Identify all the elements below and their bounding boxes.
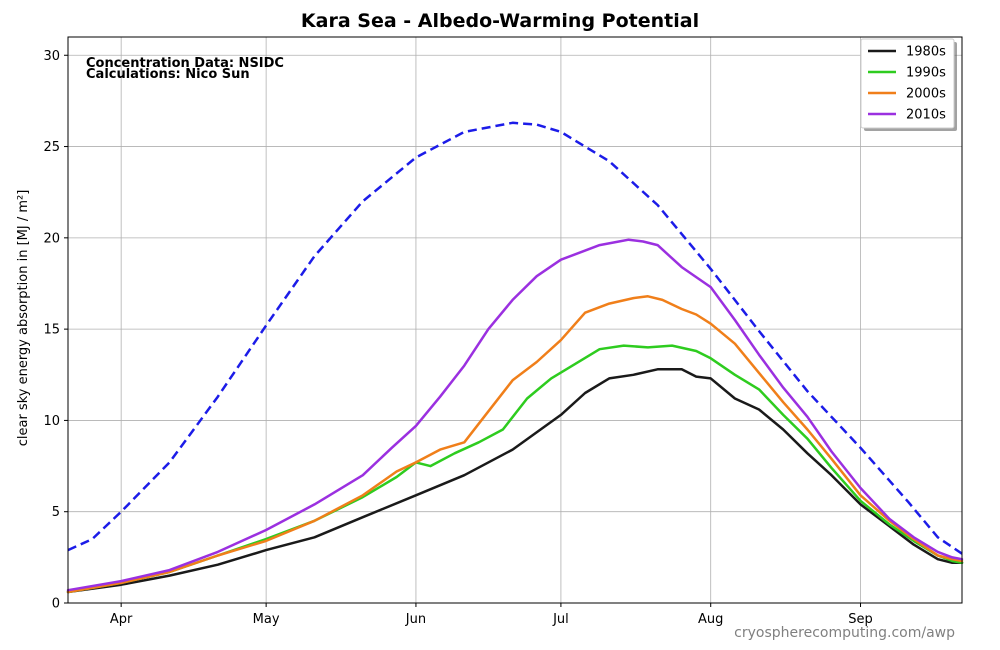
legend-entries: 1980s 1990s 2000s 2010s [868, 45, 946, 123]
series-line-2010s [66, 238, 964, 592]
legend-label-1990s: 1990s [906, 66, 946, 81]
x-tick-label: Jul [552, 612, 569, 627]
y-tick-label: 25 [43, 140, 60, 155]
plot-frame [67, 36, 963, 604]
y-tick-label: 0 [52, 597, 60, 612]
legend: 1980s 1990s 2000s 2010s [860, 38, 957, 131]
y-tick-label: 30 [43, 49, 60, 64]
chart-title: Kara Sea - Albedo-Warming Potential [301, 10, 699, 32]
series-line-1980s [66, 368, 964, 594]
y-tick-label: 20 [43, 231, 60, 246]
series-lines [66, 121, 964, 594]
legend-label-2010s: 2010s [906, 108, 946, 123]
legend-label-1980s: 1980s [906, 45, 946, 60]
y-tick-label: 10 [43, 414, 60, 429]
x-tick-label: Sep [848, 612, 873, 627]
grid [68, 37, 962, 604]
y-tick-label: 5 [52, 505, 60, 520]
y-axis-label: clear sky energy absorption in [MJ / m²] [16, 190, 31, 447]
x-tick-label: Jun [405, 612, 426, 627]
axis-ticks: 0 5 10 15 20 25 30 Apr May Jun Jul Aug Sep [43, 49, 872, 627]
legend-label-2000s: 2000s [906, 87, 946, 102]
series-line-dashed [67, 121, 963, 555]
watermark: cryospherecomputing.com/awp [734, 625, 955, 641]
x-tick-label: Aug [698, 612, 723, 627]
annotation-concentration: Concentration Data: NSIDC [86, 56, 284, 71]
y-tick-label: 15 [43, 323, 60, 338]
series-line-2000s [66, 295, 964, 594]
legend-box [860, 38, 955, 129]
x-tick-label: May [253, 612, 280, 627]
x-tick-label: Apr [110, 612, 133, 627]
annotation-calculations: Calculations: Nico Sun [86, 67, 250, 82]
